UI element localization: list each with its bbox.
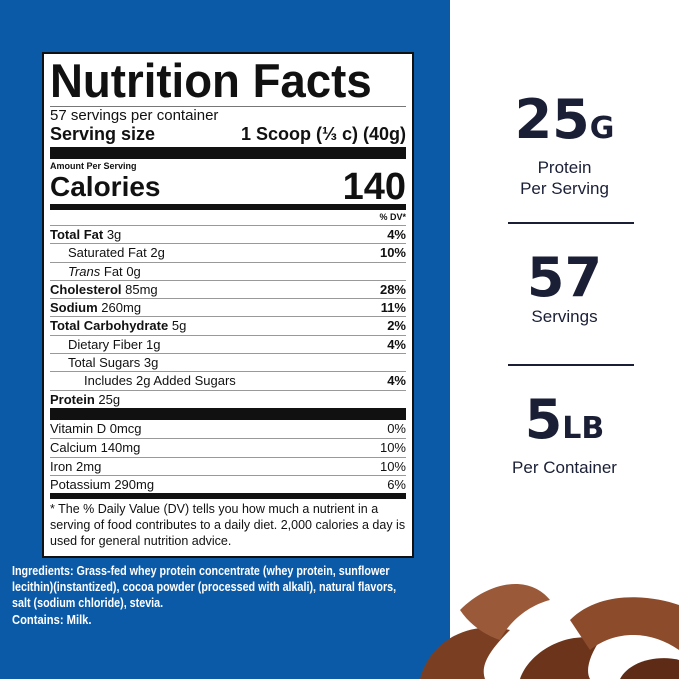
label-title: Nutrition Facts (50, 54, 372, 107)
footnote: * The % Daily Value (DV) tells you how m… (50, 502, 406, 549)
dv-header: % DV* (379, 212, 406, 222)
stat-protein: 25G Protein Per Serving (514, 88, 615, 199)
calories-row: Calories 140 (50, 166, 406, 208)
serving-size-label: Serving size (50, 124, 156, 144)
stat-weight: 5LB Per Container (512, 388, 617, 478)
ingredients: Ingredients: Grass-fed whey protein conc… (12, 564, 397, 610)
stat-servings: 57 Servings (526, 246, 603, 327)
serving-size-value: 1 Scoop (⅓ c) (40g) (240, 124, 406, 144)
amount-per-serving: Amount Per Serving (50, 161, 137, 171)
calories-value: 140 (342, 166, 406, 208)
divider (508, 364, 634, 366)
allergen-contains: Contains: Milk. (12, 612, 92, 627)
calories-label: Calories (50, 171, 161, 202)
chocolate-curls-image (420, 583, 679, 679)
nutrition-facts-label: Nutrition Facts 57 servings per containe… (42, 52, 414, 558)
serving-size: Serving size 1 Scoop (⅓ c) (40g) (50, 124, 406, 144)
divider (508, 222, 634, 224)
servings-per-container: 57 servings per container (50, 107, 219, 124)
